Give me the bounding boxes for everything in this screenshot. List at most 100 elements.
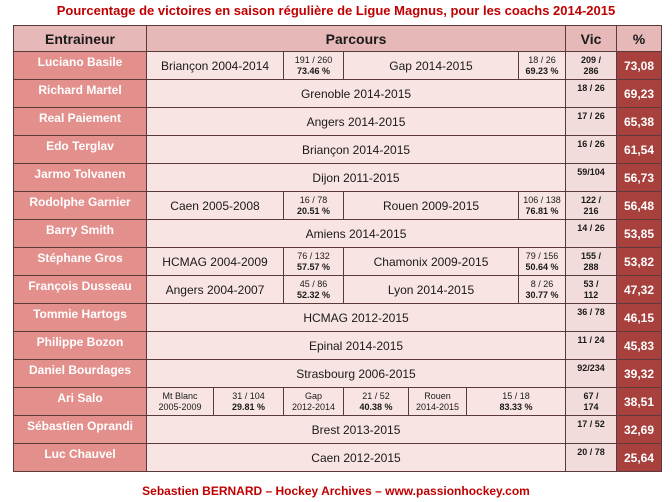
coach-name-cell: Jarmo Tolvanen (13, 163, 147, 192)
table-row: Sébastien Oprandi Brest 2013-2015 17 / 52 3… (13, 415, 663, 444)
career-cell: Dijon 2011-2015 (145, 163, 567, 192)
career-record-cell: 16 / 78 20.51 % (283, 191, 344, 220)
credits-footer: Sebastien BERNARD – Hockey Archives – ww… (142, 484, 530, 498)
table-row: Real Paiement Angers 2014-2015 17 / 26 65,3… (13, 107, 663, 136)
wins-cell: 18 / 26 (565, 79, 618, 108)
table-row: François Dusseau Angers 2004-2007 45 / 86 5… (13, 275, 663, 304)
team-years: 2012-2014 (291, 401, 336, 412)
wins-value: 59/104 (577, 167, 605, 177)
record-value: 191 / 260 (294, 54, 333, 65)
coach-name-cell: Ari Salo (13, 387, 147, 416)
record-value: 106 / 138 (523, 194, 561, 205)
record-percent: 76.81 % (525, 205, 559, 216)
career-cell: Caen 2012-2015 (145, 443, 567, 472)
career-team-cell: HCMAG 2004-2009 (146, 247, 284, 276)
wins-cell: 53 /112 (565, 275, 618, 304)
wins-value: 209 / (581, 55, 602, 65)
win-percentage-cell: 69,23 (616, 79, 663, 108)
career-cell: Grenoble 2014-2015 (145, 79, 567, 108)
games-value: 288 (583, 262, 599, 272)
win-percentage-cell: 45,83 (616, 331, 663, 360)
page-title: Pourcentage de victoires en saison régul… (56, 3, 616, 18)
record-percent: 52.32 % (296, 289, 331, 300)
table-body: Luciano Basile Briançon 2004-2014 191 / 26… (13, 51, 663, 472)
career-team-cell: Briançon 2004-2014 (146, 51, 284, 80)
win-percentage-cell: 56,73 (616, 163, 663, 192)
coach-name-cell: Luciano Basile (13, 51, 147, 80)
table-row: Daniel Bourdages Strasbourg 2006-2015 92/2… (13, 359, 663, 388)
record-percent: 73.46 % (296, 65, 331, 76)
record-percent: 50.64 % (525, 261, 559, 272)
header-career: Parcours (145, 25, 567, 52)
win-percentage-cell: 39,32 (616, 359, 663, 388)
win-percentage-cell: 61,54 (616, 135, 663, 164)
table-row: Philippe Bozon Epinal 2014-2015 11 / 24 45,… (13, 331, 663, 360)
win-percentage-cell: 65,38 (616, 107, 663, 136)
coach-name-cell: Luc Chauvel (13, 443, 147, 472)
wins-value: 18 / 26 (577, 83, 605, 93)
wins-value: 17 / 52 (577, 419, 605, 429)
coach-name-cell: Tommie Hartogs (13, 303, 147, 332)
header-pct: % (616, 25, 663, 52)
wins-value: 122 / (581, 195, 602, 205)
record-percent: 69.23 % (525, 65, 559, 76)
record-percent: 57.57 % (296, 261, 331, 272)
wins-cell: 122 /216 (565, 191, 618, 220)
record-percent: 83.33 % (499, 401, 533, 412)
team-years: 2014-2015 (415, 401, 460, 412)
career-record-cell: 18 / 26 69.23 % (517, 51, 567, 80)
career-team-cell: Lyon 2014-2015 (343, 275, 519, 304)
table-row: Edo Terglav Briançon 2014-2015 16 / 26 61,5… (13, 135, 663, 164)
record-value: 21 / 52 (362, 390, 390, 401)
wins-cell: 14 / 26 (565, 219, 618, 248)
table-row: Jarmo Tolvanen Dijon 2011-2015 59/104 56,73 (13, 163, 663, 192)
win-percentage-cell: 53,85 (616, 219, 663, 248)
coach-name-cell: Real Paiement (13, 107, 147, 136)
table-row: Ari Salo Mt Blanc 2005-2009 31 / 104 29.81 %… (13, 387, 663, 416)
wins-value: 17 / 26 (577, 111, 605, 121)
table-row: Luciano Basile Briançon 2004-2014 191 / 26… (13, 51, 663, 80)
career-cell: Brest 2013-2015 (145, 415, 567, 444)
win-percentage-cell: 53,82 (616, 247, 663, 276)
wins-cell: 11 / 24 (565, 331, 618, 360)
career-team-cell: Chamonix 2009-2015 (343, 247, 519, 276)
team-name: Mt Blanc (162, 390, 198, 401)
career-team-cell: Angers 2004-2007 (146, 275, 284, 304)
coach-name-cell: François Dusseau (13, 275, 147, 304)
wins-value: 20 / 78 (577, 447, 605, 457)
record-value: 8 / 26 (530, 278, 554, 289)
win-percentage-cell: 56,48 (616, 191, 663, 220)
header-wins: Vic (565, 25, 618, 52)
win-percentage-cell: 25,64 (616, 443, 663, 472)
career-record-cell: 106 / 138 76.81 % (517, 191, 567, 220)
career-cell: Strasbourg 2006-2015 (145, 359, 567, 388)
coach-name-cell: Daniel Bourdages (13, 359, 147, 388)
table-row: Barry Smith Amiens 2014-2015 14 / 26 53,85 (13, 219, 663, 248)
wins-cell: 17 / 52 (565, 415, 618, 444)
table-row: Rodolphe Garnier Caen 2005-2008 16 / 78 20.… (13, 191, 663, 220)
record-value: 76 / 132 (297, 250, 330, 261)
coach-name-cell: Richard Martel (13, 79, 147, 108)
coach-name-cell: Philippe Bozon (13, 331, 147, 360)
career-record-cell: 8 / 26 30.77 % (517, 275, 567, 304)
win-percentage-cell: 32,69 (616, 415, 663, 444)
coach-name-cell: Rodolphe Garnier (13, 191, 147, 220)
coach-name-cell: Edo Terglav (13, 135, 147, 164)
wins-cell: 20 / 78 (565, 443, 618, 472)
games-value: 174 (583, 402, 599, 412)
table-row: Luc Chauvel Caen 2012-2015 20 / 78 25,64 (13, 443, 663, 472)
wins-value: 11 / 24 (577, 335, 605, 345)
career-cell: HCMAG 2012-2015 (145, 303, 567, 332)
team-name: Rouen (424, 390, 451, 401)
career-team-cell: Mt Blanc 2005-2009 (146, 387, 214, 416)
coach-name-cell: Stéphane Gros (13, 247, 147, 276)
wins-cell: 16 / 26 (565, 135, 618, 164)
career-team-cell: Gap 2014-2015 (343, 51, 519, 80)
games-value: 286 (583, 66, 599, 76)
record-value: 79 / 156 (525, 250, 559, 261)
career-record-cell: 21 / 52 40.38 % (343, 387, 409, 416)
games-value: 112 (583, 290, 599, 300)
team-years: 2005-2009 (158, 401, 202, 412)
win-percentage-cell: 38,51 (616, 387, 663, 416)
wins-cell: 155 /288 (565, 247, 618, 276)
